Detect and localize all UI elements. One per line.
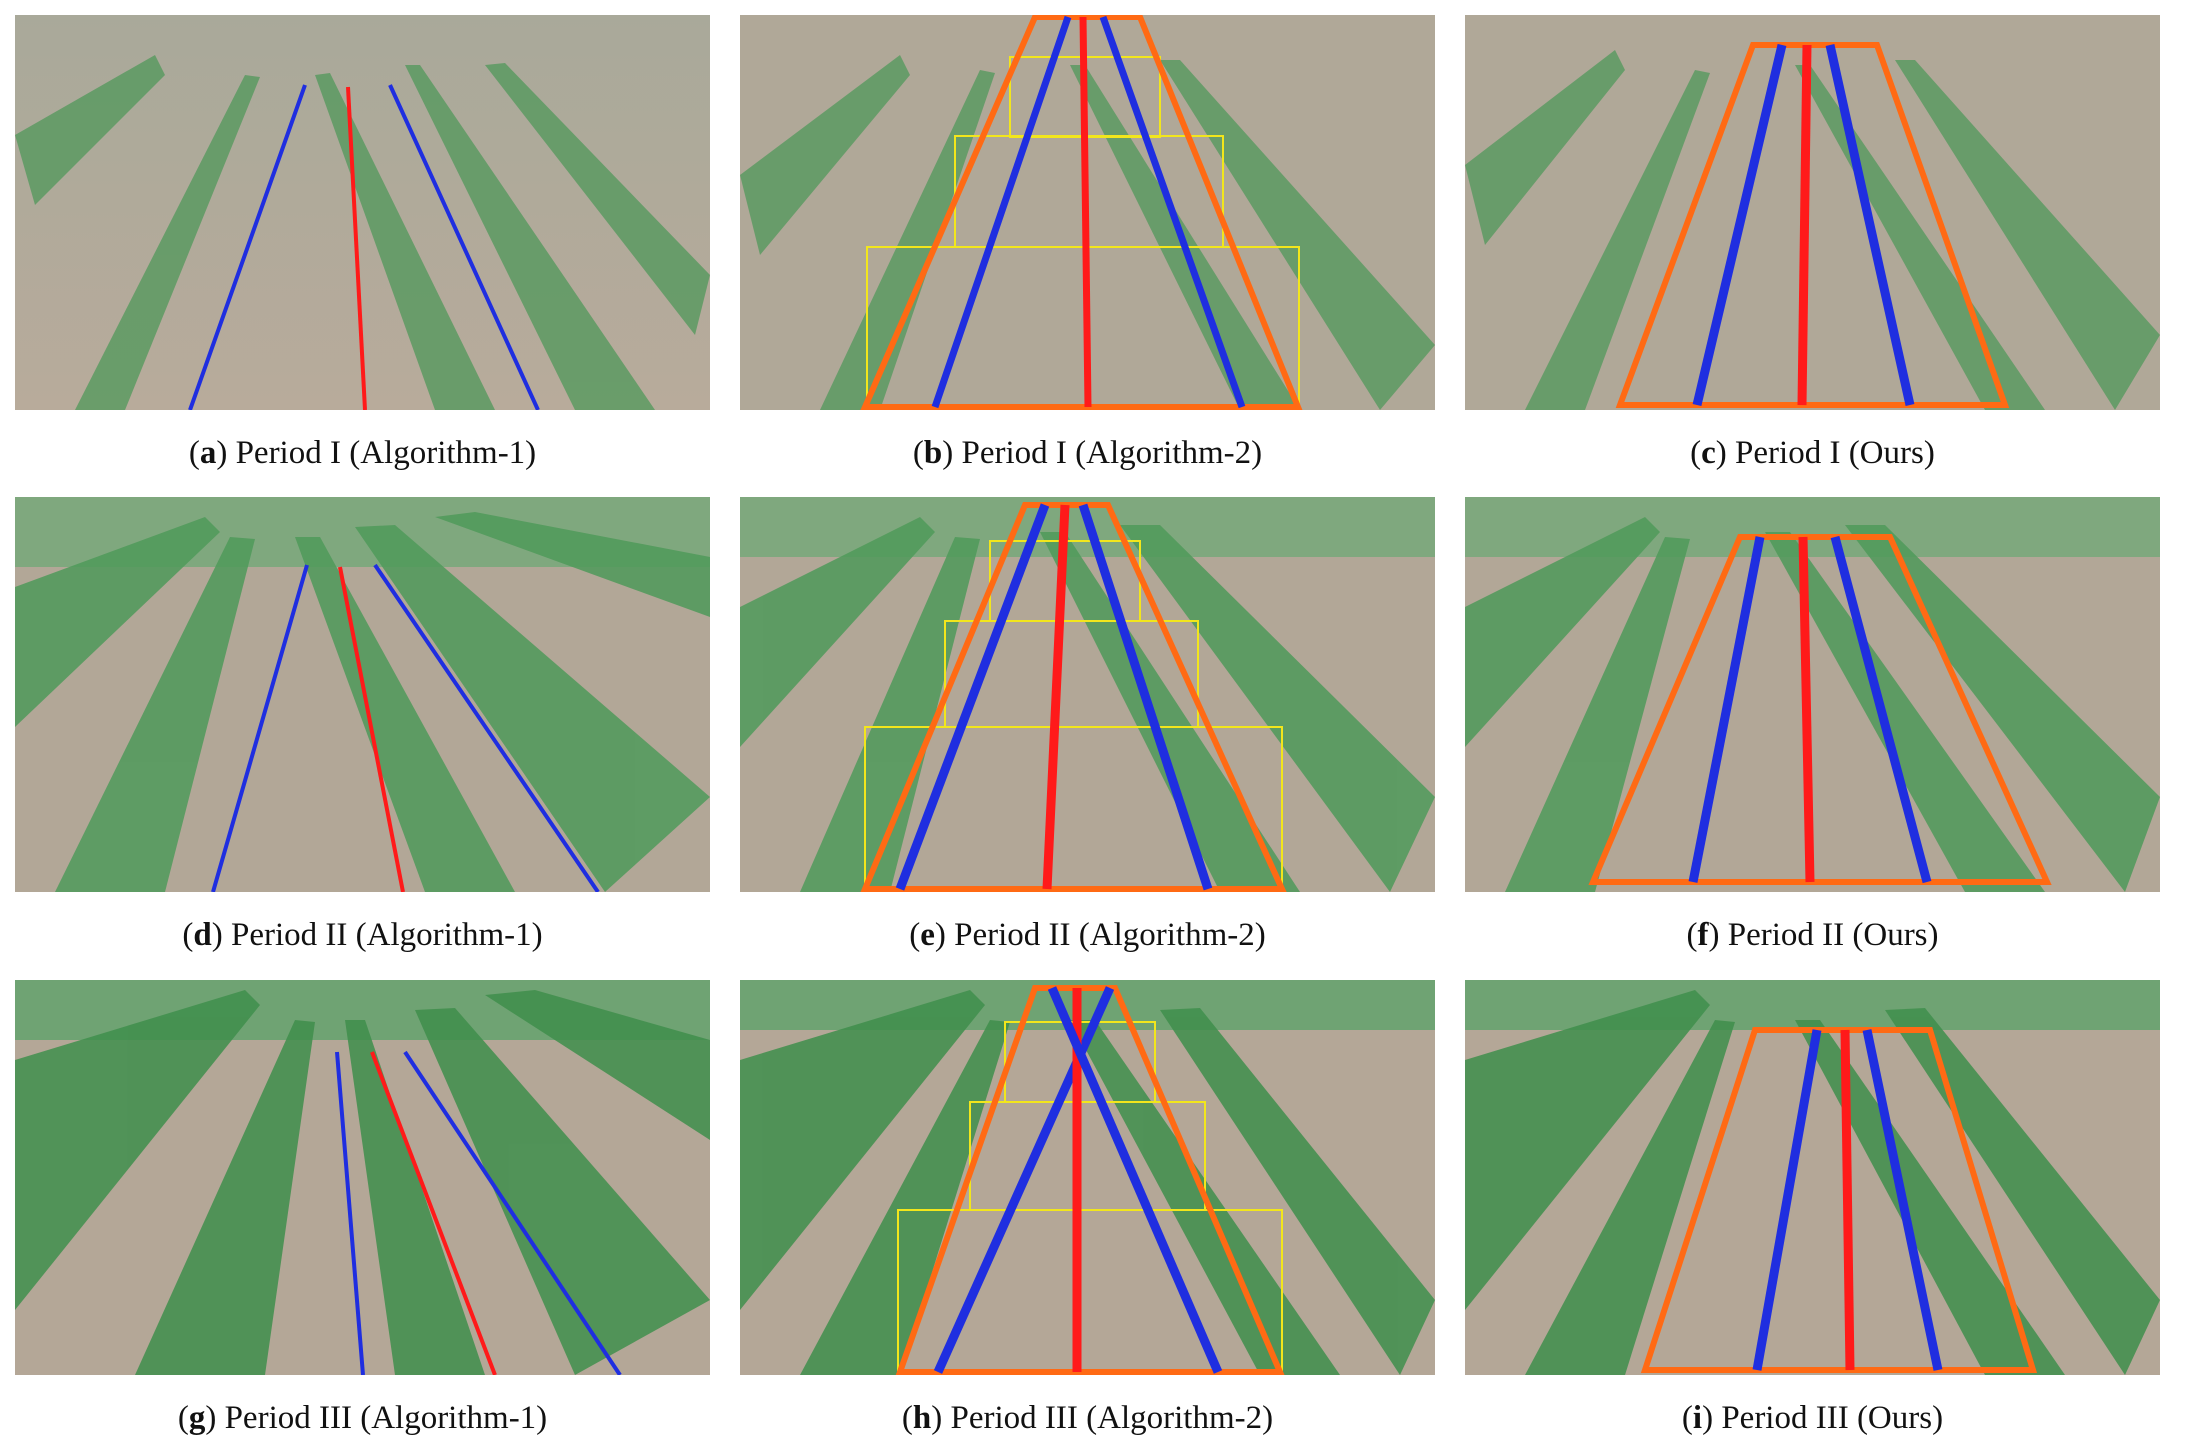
fitted-line-center bbox=[338, 566, 405, 892]
field-photo-h bbox=[740, 980, 1435, 1375]
field-photo-c bbox=[1465, 15, 2160, 410]
panel-i-image bbox=[1465, 980, 2160, 1375]
caption-text: Period I (Algorithm-2) bbox=[953, 435, 1263, 471]
caption-text: Period III (Algorithm-2) bbox=[942, 1400, 1274, 1436]
roi-trapezoid bbox=[895, 985, 1285, 1375]
caption-text: Period II (Algorithm-1) bbox=[222, 917, 543, 953]
caption-g: (g) Period III (Algorithm-1) bbox=[177, 1400, 548, 1436]
caption-letter: h bbox=[912, 1400, 932, 1436]
fitted-line-center bbox=[1042, 504, 1070, 890]
panel-c-image bbox=[1465, 15, 2160, 410]
panel-b-image bbox=[740, 15, 1435, 410]
roi-trapezoid bbox=[1640, 1027, 2038, 1373]
panel-h-image bbox=[740, 980, 1435, 1375]
caption-text: Period III (Ours) bbox=[1713, 1400, 1944, 1436]
fitted-line-center bbox=[346, 86, 367, 410]
caption-b: (b) Period I (Algorithm-2) bbox=[912, 435, 1263, 471]
caption-c: (c) Period I (Ours) bbox=[1690, 435, 1935, 471]
caption-letter: a bbox=[199, 435, 217, 471]
field-photo-f bbox=[1465, 497, 2160, 892]
fitted-line-right bbox=[388, 84, 540, 410]
fitted-line-center bbox=[1798, 536, 1815, 883]
fitted-line-left bbox=[1752, 1029, 1822, 1371]
caption-text: Period II (Ours) bbox=[1719, 917, 1939, 953]
caption-i: (i) Period III (Ours) bbox=[1681, 1400, 1944, 1436]
panel-a-image bbox=[15, 15, 710, 410]
fitted-line-right bbox=[1830, 535, 1932, 884]
caption-a: (a) Period I (Algorithm-1) bbox=[188, 435, 537, 471]
fitted-line-right bbox=[1825, 44, 1915, 406]
caption-f: (f) Period II (Ours) bbox=[1686, 917, 1939, 953]
caption-letter: d bbox=[193, 917, 212, 953]
caption-letter: b bbox=[923, 435, 943, 471]
caption-letter: c bbox=[1701, 435, 1716, 471]
caption-letter: i bbox=[1692, 1400, 1703, 1436]
fitted-line-right bbox=[373, 563, 600, 892]
fitted-line-right bbox=[1047, 986, 1223, 1374]
panel-f-image bbox=[1465, 497, 2160, 892]
panel-d-image bbox=[15, 497, 710, 892]
caption-text: Period I (Algorithm-1) bbox=[227, 435, 537, 471]
caption-e: (e) Period II (Algorithm-2) bbox=[909, 917, 1266, 953]
fitted-line-left bbox=[211, 564, 309, 892]
fitted-line-center bbox=[1079, 16, 1092, 408]
fitted-line-left bbox=[188, 84, 307, 410]
fitted-line-left bbox=[1688, 536, 1765, 883]
fitted-line-center bbox=[1797, 44, 1812, 406]
fitted-line-center bbox=[1840, 1029, 1855, 1371]
field-photo-a bbox=[15, 15, 710, 410]
caption-letter: f bbox=[1697, 917, 1709, 953]
field-photo-e bbox=[740, 497, 1435, 892]
fitted-line-right bbox=[1099, 15, 1246, 409]
fitted-line-left bbox=[931, 15, 1072, 409]
caption-text: Period II (Algorithm-2) bbox=[945, 917, 1266, 953]
field-photo-b bbox=[740, 15, 1435, 410]
roi-trapezoid bbox=[1588, 534, 2052, 885]
caption-text: Period III (Algorithm-1) bbox=[216, 1400, 548, 1436]
panel-g-image bbox=[15, 980, 710, 1375]
caption-text: Period I (Ours) bbox=[1726, 435, 1935, 471]
fitted-line-right bbox=[1862, 1029, 1943, 1371]
caption-h: (h) Period III (Algorithm-2) bbox=[901, 1400, 1274, 1436]
fitted-line-right bbox=[1078, 503, 1213, 891]
fitted-line-left bbox=[895, 503, 1050, 891]
field-photo-g bbox=[15, 980, 710, 1375]
field-photo-d bbox=[15, 497, 710, 892]
caption-letter: e bbox=[920, 917, 935, 953]
fitted-line-center bbox=[370, 1051, 497, 1375]
caption-d: (d) Period II (Algorithm-1) bbox=[182, 917, 543, 953]
panel-e-image bbox=[740, 497, 1435, 892]
fitted-line-right bbox=[403, 1050, 622, 1375]
field-photo-i bbox=[1465, 980, 2160, 1375]
roi-trapezoid bbox=[1615, 42, 2010, 408]
fitted-line-left bbox=[1692, 43, 1787, 407]
fitted-line-left bbox=[335, 1051, 365, 1375]
caption-letter: g bbox=[188, 1400, 206, 1436]
roi-trapezoid bbox=[860, 502, 1287, 892]
